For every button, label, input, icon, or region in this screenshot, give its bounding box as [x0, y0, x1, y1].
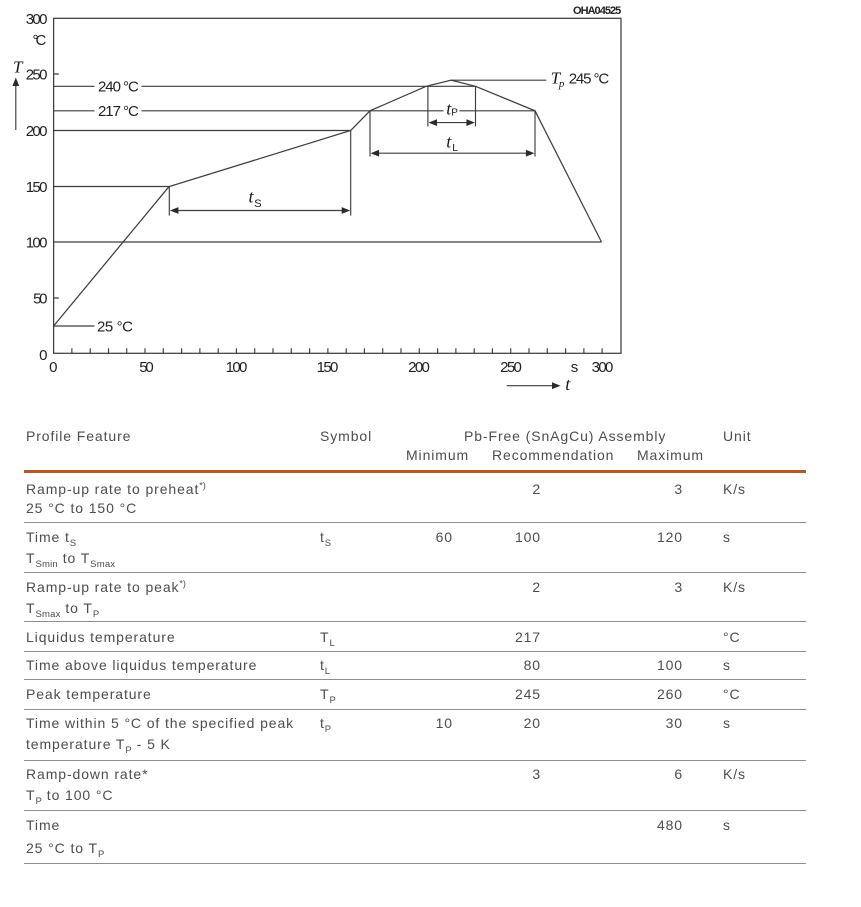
svg-text:P: P	[451, 107, 458, 118]
svg-text:L: L	[452, 142, 458, 154]
svg-text:25 °C: 25 °C	[97, 318, 133, 335]
svg-text:t: t	[249, 187, 255, 207]
svg-text:s: s	[571, 359, 579, 376]
svg-text:300: 300	[592, 359, 614, 376]
svg-text:50: 50	[33, 291, 47, 308]
svg-text:100: 100	[26, 235, 48, 252]
svg-text:0: 0	[49, 359, 57, 376]
svg-text:t: t	[446, 131, 452, 151]
svg-text:245 °C: 245 °C	[569, 71, 610, 88]
svg-text:150: 150	[26, 179, 48, 196]
svg-text:T: T	[551, 69, 562, 88]
svg-text:250: 250	[26, 67, 48, 84]
svg-text:250: 250	[500, 359, 522, 376]
svg-text:OHA04525: OHA04525	[573, 5, 621, 17]
svg-text:150: 150	[317, 359, 339, 376]
svg-text:50: 50	[139, 359, 153, 376]
svg-text:t: t	[565, 374, 571, 394]
svg-text:240 °C: 240 °C	[98, 79, 139, 96]
svg-text:0: 0	[39, 347, 47, 364]
svg-text:200: 200	[26, 123, 48, 140]
svg-text:200: 200	[408, 359, 430, 376]
svg-text:300: 300	[26, 11, 48, 28]
svg-text:T: T	[13, 58, 24, 77]
svg-text:t: t	[446, 98, 452, 118]
svg-text:°C: °C	[33, 32, 47, 49]
svg-text:100: 100	[226, 359, 248, 376]
svg-text:p: p	[558, 78, 565, 90]
svg-text:217 °C: 217 °C	[98, 103, 139, 120]
svg-text:S: S	[254, 198, 261, 210]
